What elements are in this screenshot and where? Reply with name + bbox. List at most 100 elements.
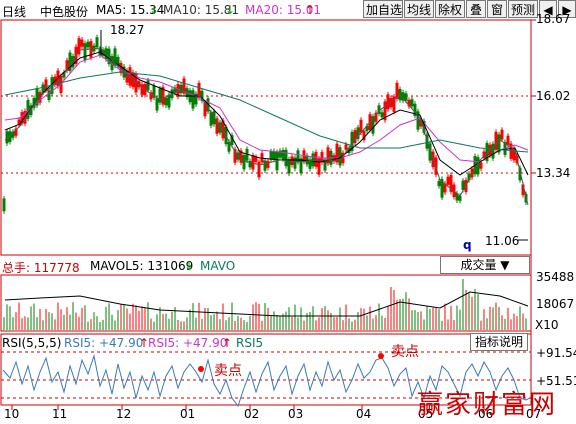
rsi5-arrow-b-icon: ↑: [222, 336, 233, 350]
candle-body: [83, 43, 87, 61]
volume-selector-label: 成交量: [460, 258, 497, 272]
candle-body: [410, 99, 414, 107]
period-label: 日线: [2, 5, 27, 19]
candle-body: [464, 179, 468, 193]
candle-body: [95, 37, 99, 48]
ma10-label: MA10: 15.81: [163, 3, 240, 17]
candle-body: [278, 150, 282, 158]
candle-body: [140, 84, 144, 95]
ma-button[interactable]: 均线: [404, 0, 434, 18]
left-arrow-icon[interactable]: ◀: [539, 0, 557, 18]
candle-body: [209, 112, 213, 126]
candle-body: [194, 93, 198, 105]
candle-body: [437, 181, 441, 187]
candle-body: [131, 72, 135, 88]
rsi5-label-a: RSI5: +47.90: [64, 336, 144, 350]
mavo-label: MAVO: [200, 259, 236, 273]
volume-selector[interactable]: 成交量 ▼: [440, 256, 530, 274]
candle-body: [239, 150, 243, 163]
rsi5-label-c: RSI5: [236, 336, 264, 350]
candle-body: [395, 82, 399, 99]
x-label-05: 05: [418, 407, 434, 421]
candle-body: [155, 98, 159, 111]
sell-point-1: [198, 366, 204, 372]
candle-body: [263, 160, 267, 171]
volume-unit: X10: [535, 318, 559, 332]
window-button[interactable]: 窗: [487, 0, 507, 18]
candle-body: [371, 116, 375, 134]
sell-point-label-2: 卖点: [391, 344, 419, 360]
forecast-button[interactable]: 预测: [508, 0, 538, 18]
x-label-10: 10: [4, 407, 20, 421]
mavol5-label: MAVOL5: 131069: [90, 259, 194, 273]
candle-body: [146, 80, 150, 91]
candle-body: [368, 114, 372, 130]
candle-body: [2, 198, 6, 212]
q-mark: q: [463, 238, 472, 252]
candle-body: [80, 39, 84, 47]
candle-body: [281, 150, 285, 160]
candle-body: [497, 134, 501, 153]
rsi-line: [2, 354, 531, 408]
x-label-01: 01: [180, 407, 196, 421]
chart-header: 日线 中色股份 MA5: 15.34 ↓ MA10: 15.81 ↓ MA20:…: [0, 0, 576, 20]
x-label-02: 02: [244, 407, 260, 421]
candle-body: [350, 132, 354, 152]
add-watchlist-button[interactable]: 加自选: [363, 0, 403, 18]
price-label-high: 18.67: [536, 12, 571, 26]
low-annotation: 11.06: [485, 234, 520, 248]
candle-body: [440, 178, 444, 198]
high-annotation: 18.27: [110, 23, 145, 37]
rsi-axis-high: +91.54: [536, 346, 576, 360]
candle-body: [305, 155, 309, 165]
candle-body: [293, 157, 297, 169]
candle-body: [284, 149, 288, 167]
candle-body: [227, 141, 231, 152]
overlay-button[interactable]: 叠: [466, 0, 486, 18]
volume-bars: [3, 278, 527, 330]
candle-body: [335, 143, 339, 163]
indicator-help-button[interactable]: 指标说明: [470, 333, 528, 351]
candle-body: [41, 84, 45, 93]
candle-body: [68, 52, 72, 71]
toolbar: 加自选 均线 除权 叠 窗 预测 ◀ ▶: [362, 0, 576, 20]
candle-body: [269, 151, 273, 160]
candle-body: [461, 180, 465, 190]
candle-body: [338, 147, 342, 166]
candle-body: [317, 158, 321, 175]
ma20-label: MA20: 15.01: [245, 3, 322, 17]
price-label-mid: 16.02: [536, 89, 571, 103]
candle-body: [362, 130, 366, 141]
rsi5-label-b: RSI5: +47.90: [148, 336, 228, 350]
volume-axis-high: 35488: [536, 270, 575, 284]
candle-body: [446, 176, 450, 185]
candle-body: [386, 94, 390, 110]
candle-body: [479, 162, 483, 169]
candle-body: [287, 159, 291, 174]
candle-body: [413, 103, 417, 116]
candle-body: [311, 153, 315, 167]
candle-body: [77, 38, 81, 55]
dropdown-icon: ▼: [500, 258, 510, 272]
candle-body: [404, 93, 408, 101]
price-label-low: 13.34: [536, 166, 571, 180]
candle-body: [242, 155, 246, 170]
sell-point-label-1: 卖点: [214, 363, 242, 379]
candle-body: [182, 78, 186, 94]
exright-button[interactable]: 除权: [435, 0, 465, 18]
stock-name: 中色股份: [40, 5, 89, 19]
ma5-arrow-icon: ↓: [149, 3, 160, 17]
candle-body: [257, 161, 261, 178]
candle-body: [200, 90, 204, 101]
sell-point-2: [378, 353, 384, 359]
candle-body: [401, 92, 405, 101]
rsi-axis-mid: +51.51: [536, 374, 576, 388]
candle-body: [380, 112, 384, 118]
ma10-arrow-icon: ↓: [225, 3, 236, 17]
candle-body: [515, 155, 519, 164]
x-label-07: 07: [526, 407, 542, 421]
volume-ma-line: [4, 291, 529, 317]
candle-body: [101, 49, 105, 56]
volume-axis-mid: 18067: [536, 297, 575, 311]
